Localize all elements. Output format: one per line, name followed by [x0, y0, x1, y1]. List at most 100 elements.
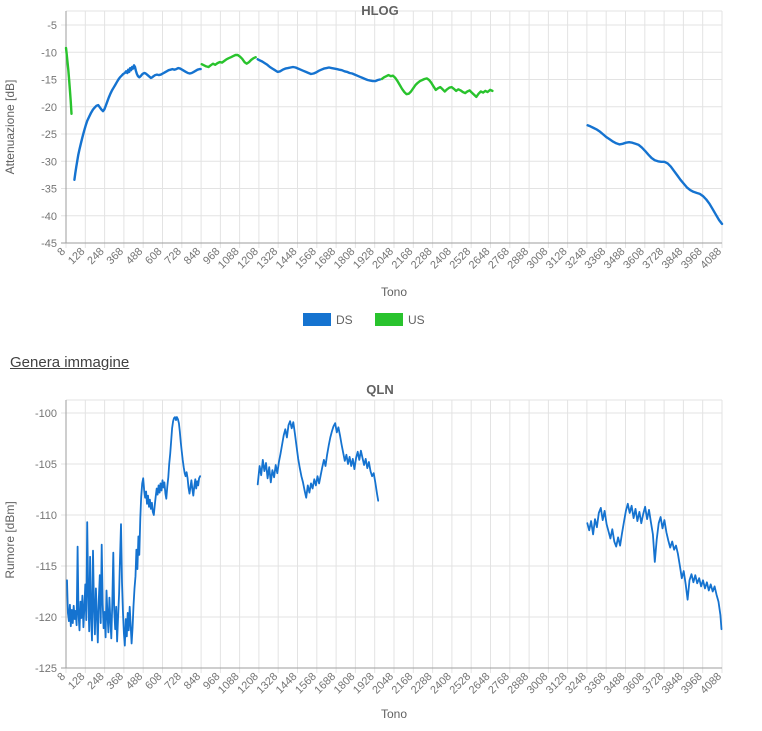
series-us-line [64, 46, 73, 116]
x-tick-label: 3488 [602, 671, 628, 697]
x-tick-label: 3008 [525, 246, 551, 272]
series-us-line [380, 73, 494, 99]
y-tick-label: -10 [41, 47, 57, 59]
x-tick-label: 728 [162, 246, 183, 267]
legend-item-us[interactable]: US [375, 313, 425, 327]
x-tick-label: 3248 [563, 246, 589, 272]
series-ds-line [66, 416, 202, 647]
x-tick-label: 1448 [274, 671, 300, 697]
x-tick-label: 4088 [698, 246, 724, 272]
y-tick-label: -30 [41, 156, 57, 168]
y-tick-label: -120 [35, 612, 57, 624]
x-tick-label: 3608 [621, 671, 647, 697]
x-tick-label: 848 [182, 671, 203, 692]
hlog-legend: DS US [303, 313, 425, 327]
series-ds-line [586, 124, 724, 226]
y-tick-label: -35 [41, 184, 57, 196]
legend-label-us: US [408, 313, 425, 327]
x-tick-label: 3728 [640, 671, 666, 697]
legend-label-ds: DS [336, 313, 353, 327]
y-tick-label: -115 [36, 561, 57, 573]
x-tick-label: 1808 [332, 246, 358, 272]
qln-plot-layer: -100-105-110-115-120-1258128248368488608… [35, 399, 724, 697]
x-tick-label: 4088 [698, 671, 724, 697]
link-row: Genera immagine [0, 345, 762, 380]
hlog-chart: -5-10-15-20-25-30-35-40-4581282483684886… [3, 3, 724, 327]
x-tick-label: 848 [182, 246, 203, 267]
y-tick-label: -110 [36, 510, 57, 522]
x-tick-label: 3848 [660, 246, 686, 272]
y-tick-label: -5 [47, 20, 57, 32]
series-ds-line [256, 420, 380, 502]
x-tick-label: 2528 [448, 246, 474, 272]
series-ds-line [586, 502, 723, 631]
legend-swatch-ds [303, 313, 331, 326]
x-tick-label: 248 [85, 671, 106, 692]
x-tick-label: 368 [105, 246, 126, 267]
qln-x-axis-label: Tono [381, 707, 407, 721]
x-tick-label: 368 [105, 671, 126, 692]
x-tick-label: 488 [124, 671, 145, 692]
x-tick-label: 1448 [274, 246, 300, 272]
x-tick-label: 1688 [312, 671, 338, 697]
y-tick-label: -45 [41, 238, 57, 250]
x-tick-label: 3008 [525, 671, 551, 697]
x-tick-label: 1328 [255, 246, 281, 272]
x-tick-label: 2288 [409, 246, 435, 272]
y-tick-label: -25 [41, 129, 57, 141]
x-tick-label: 248 [85, 246, 106, 267]
x-tick-label: 1328 [255, 671, 281, 697]
y-tick-label: -105 [35, 459, 57, 471]
genera-immagine-link[interactable]: Genera immagine [10, 354, 130, 371]
y-tick-label: -20 [41, 102, 57, 114]
x-tick-label: 2528 [448, 671, 474, 697]
x-tick-label: 728 [162, 671, 183, 692]
x-tick-label: 1928 [351, 671, 377, 697]
x-tick-label: 1808 [332, 671, 358, 697]
x-tick-label: 1568 [293, 246, 319, 272]
x-tick-label: 608 [143, 246, 164, 267]
x-tick-label: 2408 [428, 671, 454, 697]
x-tick-label: 2888 [505, 246, 531, 272]
y-tick-label: -100 [35, 408, 57, 420]
series-us-line [200, 53, 257, 69]
x-tick-label: 3488 [602, 246, 628, 272]
x-tick-label: 2168 [390, 671, 416, 697]
x-tick-label: 2408 [428, 246, 454, 272]
x-tick-label: 3848 [660, 671, 686, 697]
hlog-y-axis-label: Attenuazione [dB] [3, 80, 17, 175]
y-tick-label: -40 [41, 211, 57, 223]
legend-swatch-us [375, 313, 403, 326]
x-tick-label: 3968 [679, 671, 705, 697]
x-tick-label: 2168 [390, 246, 416, 272]
x-tick-label: 1208 [235, 671, 261, 697]
x-tick-label: 128 [66, 246, 87, 267]
x-tick-label: 1568 [293, 671, 319, 697]
x-tick-label: 3608 [621, 246, 647, 272]
x-tick-label: 1928 [351, 246, 377, 272]
x-tick-label: 488 [124, 246, 145, 267]
x-tick-label: 3248 [563, 671, 589, 697]
x-tick-label: 3128 [544, 671, 570, 697]
series-ds-line [73, 64, 202, 182]
x-tick-label: 3368 [583, 671, 609, 697]
legend-item-ds[interactable]: DS [303, 313, 353, 327]
hlog-title: HLOG [361, 3, 399, 18]
x-tick-label: 1088 [216, 671, 242, 697]
qln-y-axis-label: Rumore [dBm] [3, 501, 17, 578]
x-tick-label: 2288 [409, 671, 435, 697]
x-tick-label: 2048 [370, 246, 396, 272]
x-tick-label: 3128 [544, 246, 570, 272]
y-tick-label: -15 [41, 75, 57, 87]
x-tick-label: 2768 [486, 246, 512, 272]
x-tick-label: 128 [66, 671, 87, 692]
x-tick-label: 1688 [312, 246, 338, 272]
x-tick-label: 608 [143, 671, 164, 692]
x-tick-label: 2768 [486, 671, 512, 697]
x-tick-label: 1088 [216, 246, 242, 272]
x-tick-label: 2648 [467, 671, 493, 697]
x-tick-label: 3368 [583, 246, 609, 272]
series-ds-line [256, 58, 382, 83]
hlog-plot-layer: -5-10-15-20-25-30-35-40-4581282483684886… [41, 10, 724, 272]
